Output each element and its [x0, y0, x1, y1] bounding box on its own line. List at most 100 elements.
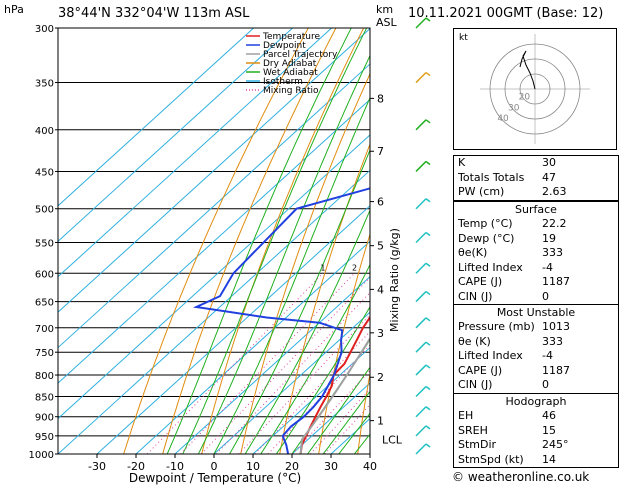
surface-value: 1187	[542, 275, 570, 288]
most-unstable-value: 0	[542, 378, 549, 391]
wind-barb-flag-700	[425, 317, 431, 322]
hodograph-ring-label-40: 40	[497, 114, 509, 124]
km-tick-2: 2	[377, 371, 384, 384]
pressure-tick-950: 950	[35, 432, 54, 443]
surface-value: 0	[542, 289, 549, 303]
lcl-label: LCL	[382, 434, 403, 447]
wet-adiabat-24	[307, 366, 370, 454]
surface-title: Surface	[515, 203, 557, 216]
km-label: km	[376, 3, 394, 16]
mixing-ratio-line-8	[254, 330, 370, 454]
mixing-ratio-label-1: 1	[320, 263, 325, 272]
wind-barb-flag-750	[425, 341, 431, 346]
mixing-ratio-label-3: 3	[371, 263, 376, 272]
wind-barb-staff-350	[415, 72, 427, 84]
surface-value: 22.2	[542, 217, 567, 230]
wet-adiabat-12	[260, 263, 370, 454]
mixing-ratio-line-3	[200, 276, 370, 454]
legend-label-3: Dry Adiabat	[263, 59, 317, 69]
legend-label-1: Dewpoint	[263, 41, 306, 51]
wind-barbs	[415, 17, 431, 455]
surface-label: Dewp (°C)	[458, 231, 515, 245]
wet-adiabat-4	[229, 148, 370, 454]
hodograph-param-label: StmDir	[458, 438, 497, 451]
surface-label: Lifted Index	[458, 260, 523, 274]
surface-row: Temp (°C) 22.2	[454, 217, 618, 232]
most-unstable-label: θe (K)	[458, 334, 491, 348]
surface-label: CAPE (J)	[458, 275, 503, 288]
most-unstable-label: CIN (J)	[458, 378, 493, 391]
surface-value: 333	[542, 246, 563, 259]
series-dewpoint	[192, 187, 370, 454]
hodograph-param-label: SREH	[458, 423, 488, 437]
km-tick-8: 8	[377, 92, 384, 105]
km-tick-1: 1	[377, 415, 384, 428]
wet-adiabat--4	[197, 54, 370, 454]
wind-barb-flag-650	[425, 290, 431, 296]
most-unstable-value: 1187	[542, 363, 570, 377]
surface-value: 19	[542, 231, 556, 245]
hodograph-param-label: StmSpd (kt)	[458, 452, 524, 466]
most-unstable-row: CAPE (J) 1187	[454, 364, 618, 379]
x-axis-label: Dewpoint / Temperature (°C)	[129, 471, 301, 485]
surface-row: Dewp (°C) 19	[454, 232, 618, 247]
legend-label-0: Temperature	[262, 32, 320, 42]
most-unstable-title: Most Unstable	[496, 306, 576, 319]
km-tick-7: 7	[377, 145, 384, 158]
mixing-ratio-label-10: 10	[432, 263, 442, 272]
series-temperature	[299, 315, 370, 454]
pressure-tick-800: 800	[35, 371, 54, 382]
wet-adiabat--8	[182, 28, 368, 454]
temp-tick-10: 10	[246, 460, 260, 473]
wind-barb-staff-900	[415, 406, 427, 418]
most-unstable-value: -4	[542, 349, 553, 362]
wind-barb-staff-700	[415, 317, 427, 329]
most-unstable-row: Pressure (mb) 1013	[454, 320, 618, 335]
legend-label-6: Mixing Ratio	[263, 86, 319, 96]
mixing-ratio-label-2: 2	[352, 263, 357, 272]
index-value: 2.63	[542, 185, 567, 198]
wind-barb-staff-750	[415, 341, 427, 353]
surface-row: CAPE (J) 1187	[454, 275, 618, 290]
dry-adiabat-280	[240, 72, 370, 454]
dry-adiabat-380	[626, 28, 629, 454]
datetime-title: 10.11.2021 00GMT (Base: 12)	[408, 6, 604, 21]
mixing-ratio-line-20	[310, 388, 370, 454]
hodograph-unit-label: kt	[459, 33, 468, 43]
pressure-tick-300: 300	[35, 24, 54, 35]
temp-tick--10: -10	[166, 460, 184, 473]
legend-label-5: Isotherm	[263, 77, 303, 87]
wind-barb-staff-450	[415, 160, 427, 172]
wind-barb-flag-300	[425, 17, 431, 22]
most-unstable-label: Lifted Index	[458, 349, 523, 362]
hodograph-param-row: SREH 15	[454, 424, 618, 439]
hodograph-param-value: 15	[542, 423, 556, 437]
wind-barb-flag-850	[425, 385, 431, 391]
surface-label: CIN (J)	[458, 289, 493, 303]
footer-copyright: © weatheronline.co.uk	[452, 470, 590, 484]
wet-adiabat-8	[244, 208, 370, 454]
dry-adiabat-260	[162, 28, 337, 454]
km-unit-label: km ASL	[376, 3, 397, 29]
surface-row: Lifted Index -4	[454, 261, 618, 276]
legend-label-4: Wet Adiabat	[263, 68, 318, 78]
wind-barb-flag-500	[425, 198, 431, 203]
wind-barb-staff-650	[415, 291, 427, 303]
wind-barb-staff-850	[415, 385, 427, 398]
wind-barb-flag-600	[425, 262, 431, 267]
indices-panel: K 30 Totals Totals 47 PW (cm) 2.63	[453, 155, 619, 201]
dry-adiabat-250	[123, 28, 309, 454]
temp-tick-0: 0	[211, 460, 218, 473]
most-unstable-label: Pressure (mb)	[458, 320, 535, 333]
hodograph-ring-label-20: 20	[519, 93, 531, 103]
pressure-tick-450: 450	[35, 167, 54, 178]
most-unstable-value: 1013	[542, 320, 570, 333]
wind-barb-staff-400	[415, 119, 427, 131]
temp-tick-40: 40	[363, 460, 377, 473]
pressure-tick-1000: 1000	[29, 450, 54, 461]
wind-barb-staff-600	[415, 262, 427, 274]
axes: 3003504004505005506006507007508008509009…	[29, 24, 403, 473]
